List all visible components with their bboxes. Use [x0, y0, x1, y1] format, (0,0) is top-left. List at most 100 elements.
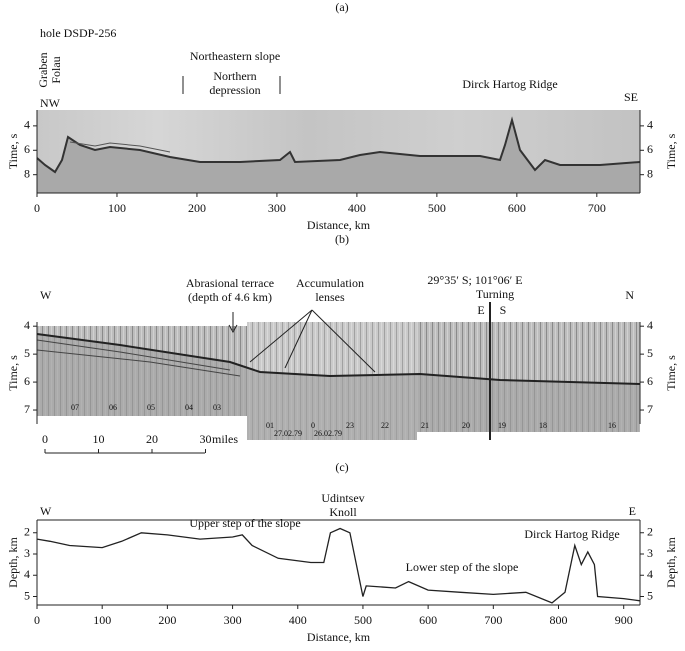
annotation: Folau	[49, 56, 63, 83]
shot-label: 06	[109, 403, 117, 412]
annotation: Turning	[476, 287, 514, 301]
y-tick-label: 5	[647, 588, 653, 602]
shot-label: 07	[71, 403, 79, 412]
annotation: Dirck Hartog Ridge	[524, 527, 619, 541]
arrow-head	[228, 324, 238, 334]
x-tick-label: 800	[550, 613, 568, 627]
scale-label: 10	[93, 432, 105, 446]
reflector	[36, 339, 241, 377]
shot-label: 20	[462, 421, 470, 430]
shot-label: 23	[346, 421, 354, 430]
annotation: Udintsev	[321, 491, 364, 505]
date-label: 26.02.79	[314, 429, 342, 438]
shot-label: 03	[213, 403, 221, 412]
annotation: (depth of 4.6 km)	[188, 290, 272, 304]
shot-label: 18	[539, 421, 547, 430]
x-tick-label: 0	[34, 613, 40, 627]
annotation: Lower step of the slope	[406, 560, 519, 574]
arrow	[249, 309, 313, 363]
annotation: Abrasional terrace	[186, 276, 274, 290]
annotation: E	[629, 504, 636, 518]
y-tick-label: 2	[647, 525, 653, 539]
y-axis-title: Time, s	[664, 133, 678, 169]
panel-label: (b)	[335, 232, 349, 246]
y-tick-label: 7	[647, 402, 653, 416]
y-tick-label: 4	[647, 118, 653, 132]
y-tick-label: 3	[647, 546, 653, 560]
annotation: W	[40, 288, 52, 302]
y-tick-label: 4	[24, 118, 30, 132]
annotation: Northern	[213, 69, 256, 83]
x-tick-label: 600	[419, 613, 437, 627]
scale-label: 30	[200, 432, 212, 446]
reflector	[69, 141, 171, 153]
x-axis-title: Distance, km	[307, 630, 371, 644]
y-tick-label: 3	[24, 546, 30, 560]
arrow	[311, 309, 376, 373]
annotation: S	[500, 303, 507, 317]
x-tick-label: 100	[108, 201, 126, 215]
annotation: Upper step of the slope	[189, 516, 300, 530]
x-tick-label: 0	[34, 201, 40, 215]
y-tick-label: 6	[24, 142, 30, 156]
annotation: Northeastern slope	[190, 49, 280, 63]
annotation: SE	[624, 90, 638, 104]
y-axis-title: Depth, km	[6, 537, 20, 588]
x-tick-label: 700	[588, 201, 606, 215]
scale-label: 20	[146, 432, 158, 446]
annotation: NW	[40, 96, 61, 110]
annotation: 29°35′ S; 101°06′ E	[427, 273, 522, 287]
x-tick-label: 300	[224, 613, 242, 627]
y-tick-label: 8	[647, 166, 653, 180]
panel-label: (a)	[335, 0, 348, 14]
y-tick-label: 2	[24, 525, 30, 539]
y-tick-label: 4	[647, 318, 653, 332]
x-tick-label: 400	[348, 201, 366, 215]
x-tick-label: 200	[188, 201, 206, 215]
x-tick-label: 200	[158, 613, 176, 627]
x-tick-label: 900	[615, 613, 633, 627]
shot-label: 05	[147, 403, 155, 412]
y-tick-label: 4	[647, 567, 653, 581]
annotation: N	[625, 288, 634, 302]
shot-label: 01	[266, 421, 274, 430]
x-tick-label: 500	[428, 201, 446, 215]
scale-label: 0	[42, 432, 48, 446]
shot-label: 16	[608, 421, 616, 430]
panel-label: (c)	[335, 460, 348, 474]
depth-line	[36, 527, 641, 604]
shot-label: 0	[311, 421, 315, 430]
y-tick-label: 6	[647, 142, 653, 156]
annotation: Knoll	[329, 505, 357, 519]
x-tick-label: 700	[484, 613, 502, 627]
date-label: 27.02.79	[274, 429, 302, 438]
seismic-body	[37, 120, 640, 193]
y-tick-label: 6	[24, 374, 30, 388]
annotation: E	[477, 303, 484, 317]
annotation: Accumulation	[296, 276, 364, 290]
y-tick-label: 6	[647, 374, 653, 388]
annotation: W	[40, 504, 52, 518]
x-tick-label: 400	[289, 613, 307, 627]
y-tick-label: 7	[24, 402, 30, 416]
shot-label: 21	[421, 421, 429, 430]
shot-label: 22	[381, 421, 389, 430]
y-tick-label: 4	[24, 567, 30, 581]
y-axis-title: Time, s	[6, 355, 20, 391]
annotation: Dirck Hartog Ridge	[462, 77, 557, 91]
annotation: hole DSDP-256	[40, 26, 116, 40]
x-tick-label: 600	[508, 201, 526, 215]
shot-label: 04	[185, 403, 193, 412]
x-tick-label: 100	[93, 613, 111, 627]
annotation: lenses	[315, 290, 345, 304]
annotation: depression	[209, 83, 260, 97]
scale-unit: miles	[212, 432, 238, 446]
reflector	[36, 116, 641, 174]
x-axis-title: Distance, km	[307, 218, 371, 232]
shot-label: 19	[498, 421, 506, 430]
reflector	[36, 333, 641, 385]
annotation: Graben	[36, 52, 50, 87]
arrow	[284, 309, 313, 369]
y-axis-title: Depth, km	[664, 537, 678, 588]
